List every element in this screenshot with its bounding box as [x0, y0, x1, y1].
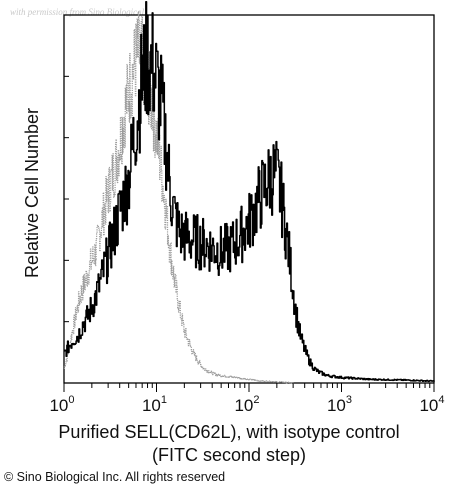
isotype-control-trace — [63, 10, 294, 384]
x-tick-label: 103 — [327, 394, 352, 415]
plot-series — [63, 1, 435, 384]
x-tick-label: 101 — [142, 394, 167, 415]
x-tick-label: 100 — [49, 394, 74, 415]
y-axis-ticks — [64, 75, 69, 323]
sell-cd62l-trace — [63, 1, 435, 383]
y-axis-title: Relative Cell Number — [22, 108, 42, 278]
x-tick-label: 104 — [419, 394, 444, 415]
copyright-notice: © Sino Biological Inc. All rights reserv… — [4, 470, 225, 484]
y-axis-label: Relative Cell Number — [22, 108, 42, 278]
x-axis-label: Purified SELL(CD62L), with isotype contr… — [58, 422, 399, 442]
x-axis-label-subtitle: (FITC second step) — [152, 445, 306, 465]
watermark: with permission from Sino Biological — [10, 7, 145, 17]
x-axis-ticks — [63, 383, 435, 392]
x-tick-label: 102 — [234, 394, 259, 415]
x-axis-tick-labels: 100 101 102 103 104 — [49, 394, 444, 415]
